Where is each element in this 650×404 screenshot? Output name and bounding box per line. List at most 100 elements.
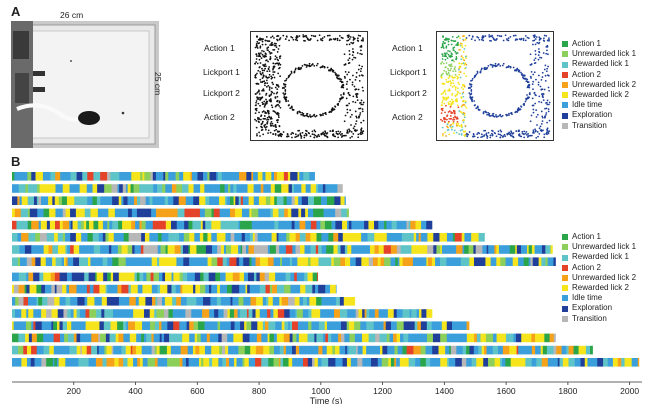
trajectory-dot (352, 39, 355, 41)
ethogram-segment (396, 321, 404, 330)
ethogram-segment (561, 345, 567, 355)
trajectory-dot (360, 49, 362, 52)
trajectory-dot (546, 49, 548, 52)
ethogram-segment (156, 208, 164, 218)
ethogram-segment (246, 172, 252, 181)
ethogram-segment (75, 208, 80, 218)
ethogram-segment (340, 321, 348, 330)
trajectory-dot (464, 105, 467, 107)
legend-a-item: Rewarded lick 2 (562, 90, 636, 100)
trajectory-dot (538, 39, 541, 41)
ethogram-segment (202, 309, 210, 318)
trajectory-dot (524, 35, 527, 37)
trajectory-dot (289, 73, 292, 76)
trajectory-dot (351, 81, 354, 84)
ethogram-segment (397, 345, 403, 355)
ethogram-segment (80, 220, 85, 230)
ethogram-segment (123, 333, 131, 343)
ethogram-segment (154, 233, 159, 242)
ethogram-segment (80, 333, 87, 343)
ethogram-segment (262, 196, 267, 205)
trajectory-dot (446, 114, 449, 117)
trajectory-dot (450, 111, 453, 113)
trajectory-dot (258, 66, 261, 69)
ethogram-segment (387, 345, 395, 355)
ethogram-segment (239, 284, 246, 294)
trajectory-dot (328, 39, 331, 42)
ethogram-segment (113, 172, 120, 181)
ethogram-segment (297, 284, 301, 294)
ethogram-segment (420, 321, 428, 330)
ethogram-segment (322, 345, 328, 355)
trajectory-dot (358, 64, 361, 67)
ethogram-segment (146, 333, 152, 343)
trajectory-dot (450, 52, 453, 55)
trajectory-dot (462, 104, 465, 106)
trajectory-dot (298, 110, 301, 113)
trajectory-dot (462, 35, 465, 37)
ethogram-segment (362, 345, 365, 355)
ethogram-segment (100, 172, 108, 181)
ethogram-segment (12, 257, 19, 266)
trajectory-dot (257, 38, 260, 41)
ethogram-segment (83, 284, 88, 294)
trajectory-dot (284, 38, 287, 40)
ethogram-segment (48, 245, 53, 254)
trajectory-dot (349, 136, 352, 139)
trajectory-dot (538, 41, 541, 44)
ethogram-segment (208, 272, 216, 282)
ethogram-segment (68, 196, 75, 205)
trajectory-dot (507, 37, 510, 40)
ethogram-segment (266, 184, 272, 193)
trajectory-dot (271, 76, 274, 79)
ethogram-segment (26, 358, 32, 367)
ethogram-segment (101, 297, 108, 306)
ethogram-segment (326, 345, 333, 355)
trajectory-dot (321, 65, 324, 67)
trajectory-dot (344, 70, 347, 73)
trajectory-dot (318, 34, 321, 37)
ethogram-segment (182, 284, 189, 294)
color-label-action-1: Action 1 (392, 43, 423, 53)
trajectory-dot (270, 117, 273, 120)
ethogram-segment (285, 272, 291, 282)
ethogram-segment (265, 196, 271, 205)
ethogram-segment (267, 257, 274, 266)
trajectory-dot (452, 82, 455, 85)
ethogram-segment (198, 321, 205, 330)
ethogram-segment (99, 297, 103, 306)
trajectory-dot (360, 103, 363, 106)
ethogram-segment (194, 233, 201, 242)
ethogram-segment (227, 233, 232, 242)
ethogram-segment (372, 257, 378, 266)
trajectory-dot (295, 36, 298, 39)
ethogram-segment (143, 208, 152, 218)
ethogram-segment (415, 220, 422, 230)
ethogram-segment (370, 358, 379, 367)
ethogram-segment (44, 321, 52, 330)
trajectory-dot (265, 94, 267, 96)
trajectory-dot (256, 40, 259, 43)
trajectory-dot (276, 62, 279, 65)
trajectory-dot (266, 47, 269, 49)
trajectory-dot (523, 136, 526, 139)
trajectory-dot (455, 122, 458, 125)
ethogram-segment (155, 297, 158, 306)
ethogram-segment (283, 172, 289, 181)
ethogram-segment (247, 284, 251, 294)
trajectory-dot (346, 129, 349, 132)
trajectory-dot (342, 134, 345, 137)
ethogram-segment (584, 358, 588, 367)
trajectory-dot (535, 36, 538, 38)
trajectory-dot (537, 81, 540, 84)
ethogram-segment (297, 358, 304, 367)
ethogram-segment (113, 309, 121, 318)
ethogram-segment (346, 345, 349, 355)
trajectory-dot (324, 111, 327, 114)
ethogram-segment (168, 309, 174, 318)
ethogram-segment (204, 345, 212, 355)
trajectory-dot (440, 107, 443, 110)
trajectory-dot (304, 39, 306, 42)
ethogram-segment (31, 257, 36, 266)
ethogram-segment (349, 321, 353, 330)
